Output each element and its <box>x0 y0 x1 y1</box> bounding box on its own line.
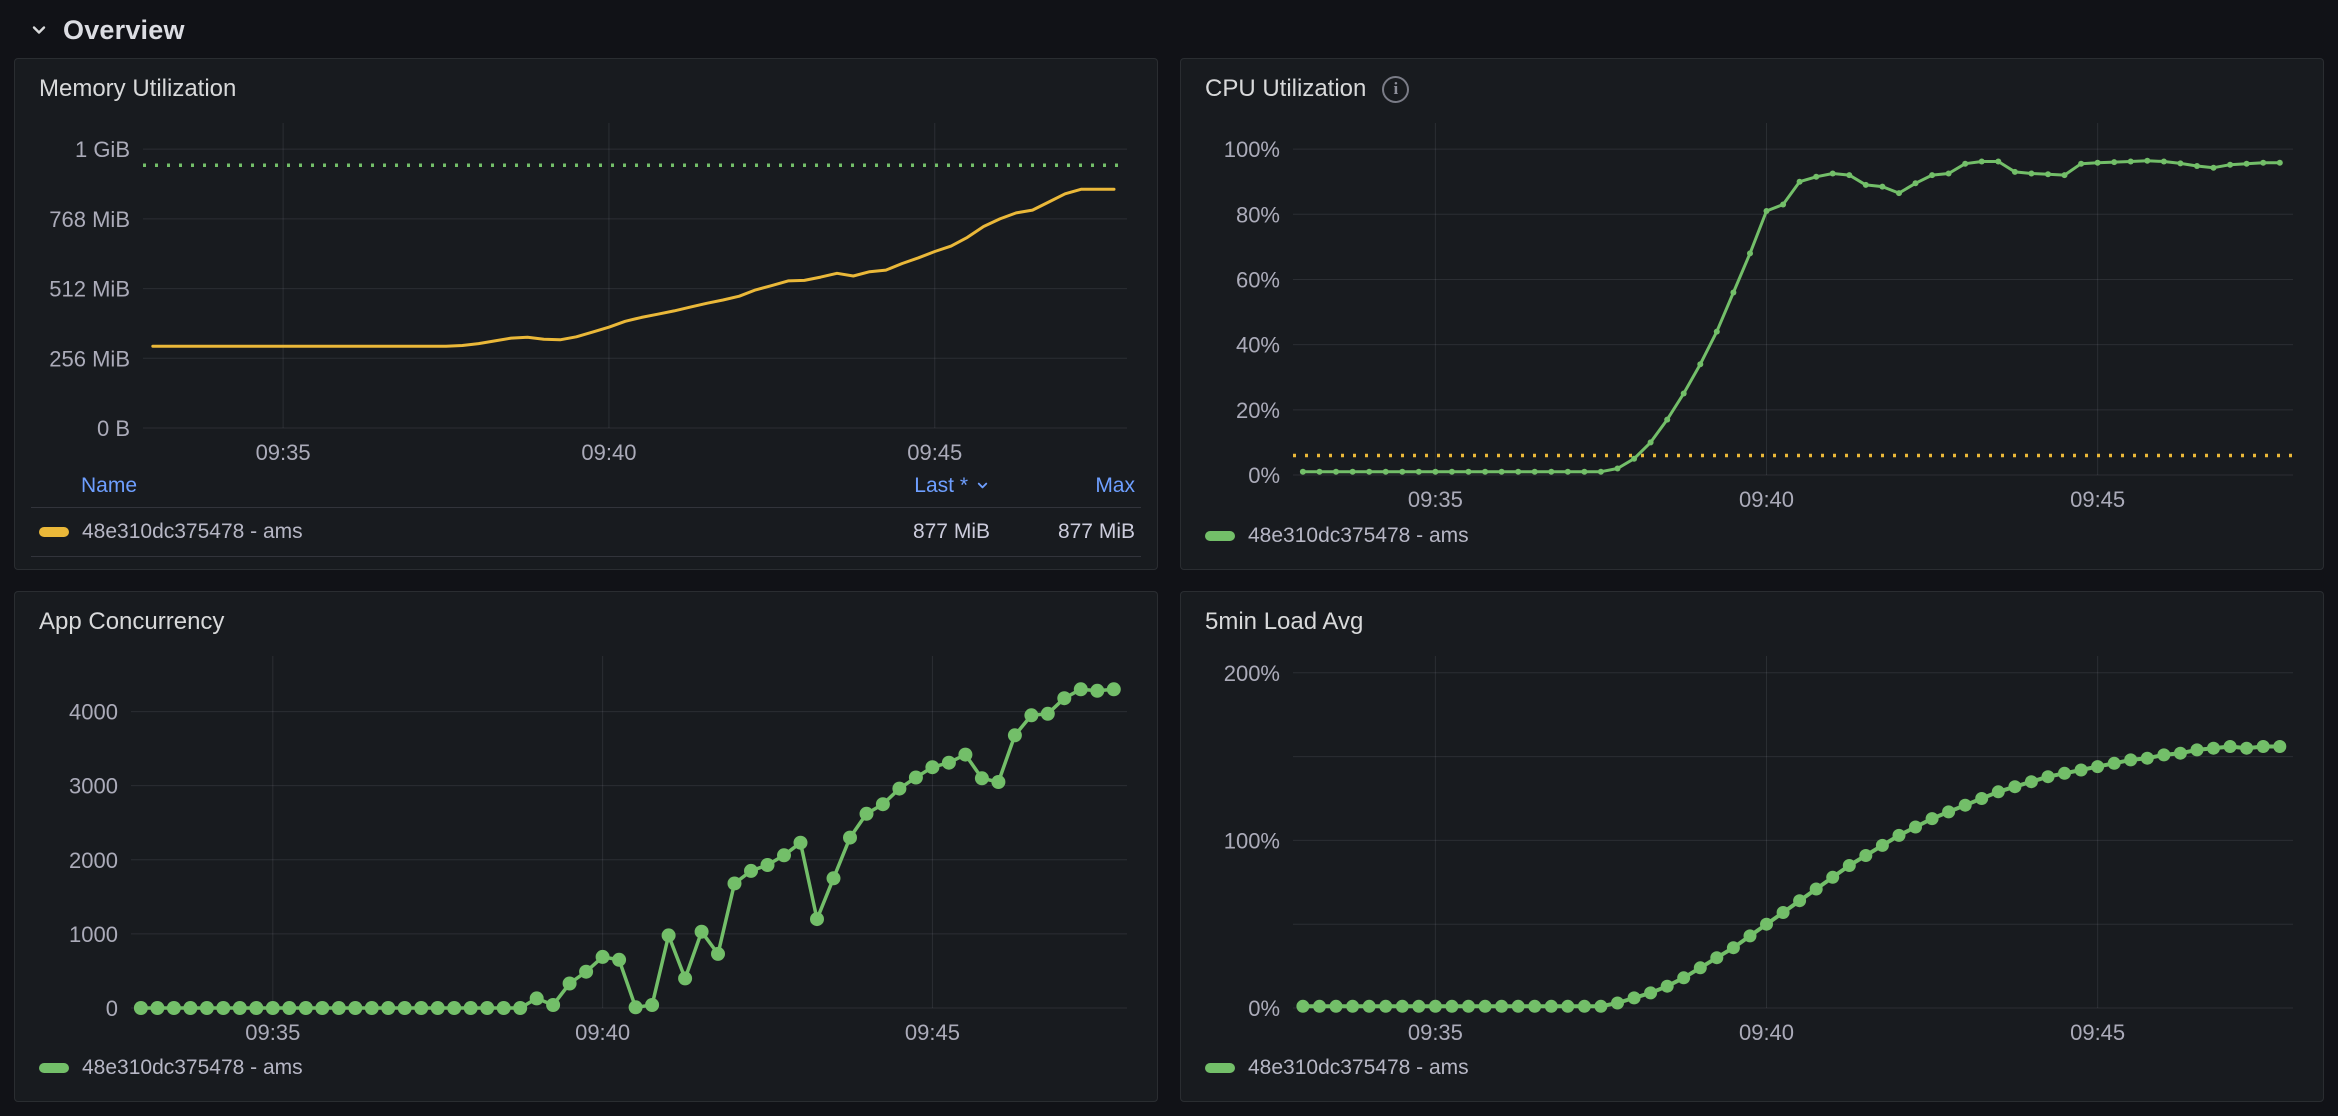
concurrency-legend: 48e310dc375478 - ams <box>31 1047 1141 1089</box>
svg-text:512 MiB: 512 MiB <box>49 277 130 302</box>
concurrency-chart[interactable]: 09:35 09:40 09:45 0 1000 2000 3000 4000 <box>31 644 1141 1048</box>
panel-title[interactable]: Memory Utilization <box>39 75 237 102</box>
svg-text:09:40: 09:40 <box>581 440 636 465</box>
series-swatch <box>39 526 69 537</box>
svg-text:100%: 100% <box>1224 828 1280 853</box>
svg-text:09:40: 09:40 <box>575 1020 630 1045</box>
overview-section-header[interactable]: Overview <box>14 8 2324 52</box>
info-circle-icon[interactable]: i <box>1382 75 1410 103</box>
chevron-down-icon[interactable] <box>28 19 50 41</box>
svg-text:40%: 40% <box>1236 333 1280 358</box>
legend-column-max[interactable]: Max <box>1095 473 1135 497</box>
cpu-legend: 48e310dc375478 - ams <box>1197 515 2307 557</box>
svg-text:0%: 0% <box>1248 463 1280 488</box>
panel-header-cpu[interactable]: CPU Utilization i <box>1197 67 2307 111</box>
svg-text:100%: 100% <box>1224 137 1280 162</box>
svg-text:0 B: 0 B <box>97 416 130 441</box>
series-max-value: 877 MiB <box>1057 519 1135 543</box>
legend-row: 48e310dc375478 - ams 877 MiB 877 MiB <box>31 506 1141 557</box>
svg-text:0: 0 <box>106 996 118 1021</box>
legend-column-last[interactable]: Last * <box>805 474 990 498</box>
svg-text:09:45: 09:45 <box>905 1020 960 1045</box>
svg-text:200%: 200% <box>1224 660 1280 685</box>
panel-title[interactable]: CPU Utilization <box>1205 75 1367 102</box>
series-label[interactable]: 48e310dc375478 - ams <box>1248 1056 1469 1079</box>
series-label[interactable]: 48e310dc375478 - ams <box>82 519 303 543</box>
section-title[interactable]: Overview <box>63 14 185 45</box>
series-label[interactable]: 48e310dc375478 - ams <box>82 1056 303 1079</box>
svg-text:09:45: 09:45 <box>907 440 962 465</box>
svg-text:80%: 80% <box>1236 202 1280 227</box>
series-last-value: 877 MiB <box>912 519 990 543</box>
svg-text:2000: 2000 <box>69 847 118 872</box>
legend-column-last-label[interactable]: Last * <box>914 473 968 497</box>
svg-text:20%: 20% <box>1236 398 1280 423</box>
series-swatch <box>1205 530 1235 541</box>
series-swatch <box>1205 1063 1235 1073</box>
load-chart[interactable]: 09:35 09:40 09:45 0% 100% 200% <box>1197 644 2307 1048</box>
panel-load-avg: 5min Load Avg 09:35 09:40 09:45 0% 100% 200% … <box>1180 590 2324 1102</box>
svg-text:09:35: 09:35 <box>245 1020 300 1045</box>
svg-text:09:45: 09:45 <box>2070 1020 2125 1045</box>
panel-cpu-utilization: CPU Utilization i 09:35 09:40 09:45 0% 20% 40… <box>1180 58 2324 570</box>
panel-grid: Memory Utilization 09:35 09:40 09:45 0 B 256… <box>14 58 2324 1102</box>
svg-text:09:40: 09:40 <box>1739 1020 1794 1045</box>
series-label[interactable]: 48e310dc375478 - ams <box>1248 523 1469 547</box>
sort-caret-icon <box>975 478 990 493</box>
svg-text:09:45: 09:45 <box>2070 487 2125 512</box>
panel-header-concurrency[interactable]: App Concurrency <box>31 600 1141 644</box>
panel-title[interactable]: 5min Load Avg <box>1205 607 1364 635</box>
svg-text:09:35: 09:35 <box>256 440 311 465</box>
legend-table-header: Name Last * Max <box>31 470 1141 507</box>
panel-header-load[interactable]: 5min Load Avg <box>1197 600 2307 644</box>
svg-text:1 GiB: 1 GiB <box>75 137 130 162</box>
svg-text:3000: 3000 <box>69 773 118 798</box>
svg-text:09:35: 09:35 <box>1408 487 1463 512</box>
series-swatch <box>39 1063 69 1073</box>
svg-text:1000: 1000 <box>69 921 118 946</box>
panel-header-memory[interactable]: Memory Utilization <box>31 67 1141 111</box>
svg-text:256 MiB: 256 MiB <box>49 346 130 371</box>
svg-text:60%: 60% <box>1236 267 1280 292</box>
svg-text:09:40: 09:40 <box>1739 487 1794 512</box>
cpu-chart[interactable]: 09:35 09:40 09:45 0% 20% 40% 60% 80% 100% <box>1197 111 2307 515</box>
legend-column-name[interactable]: Name <box>81 473 138 497</box>
svg-text:4000: 4000 <box>69 699 118 724</box>
load-legend: 48e310dc375478 - ams <box>1197 1047 2307 1089</box>
panel-memory-utilization: Memory Utilization 09:35 09:40 09:45 0 B 256… <box>14 58 1158 570</box>
memory-chart[interactable]: 09:35 09:40 09:45 0 B 256 MiB 512 MiB 768 MiB 1… <box>31 111 1141 468</box>
panel-title[interactable]: App Concurrency <box>39 607 225 635</box>
svg-text:0%: 0% <box>1248 996 1280 1021</box>
panel-app-concurrency: App Concurrency 09:35 09:40 09:45 0 1000 2000… <box>14 590 1158 1102</box>
svg-text:09:35: 09:35 <box>1408 1020 1463 1045</box>
svg-text:768 MiB: 768 MiB <box>49 207 130 232</box>
memory-legend-table: Name Last * Max 48e310dc375478 - ams 877 <box>31 470 1141 557</box>
